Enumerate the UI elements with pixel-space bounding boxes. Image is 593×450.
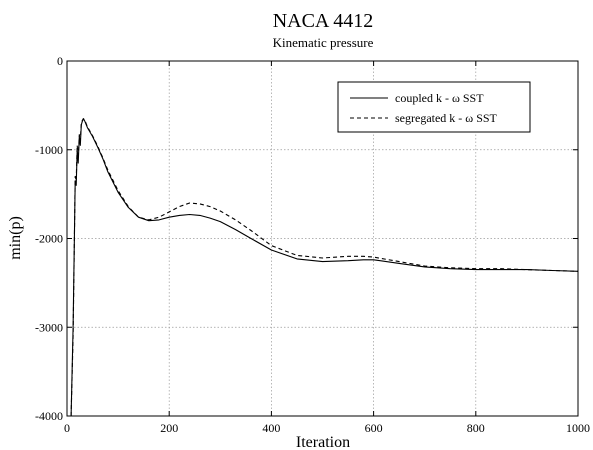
legend-box (337, 81, 531, 133)
x-tick-label: 200 (160, 421, 178, 435)
legend: coupled k - ω SST segregated k - ω SST (337, 81, 531, 133)
chart-title: NACA 4412 (273, 10, 374, 32)
y-axis-label: min(p) (7, 216, 24, 260)
legend-label: coupled k - ω SST (395, 91, 484, 105)
series-line-coupled (70, 118, 579, 417)
y-tick-label: -1000 (35, 143, 63, 157)
y-tick-label: -2000 (35, 232, 63, 246)
y-tick-label: -3000 (35, 320, 63, 334)
x-tick-label: 800 (467, 421, 485, 435)
x-tick-label: 600 (365, 421, 383, 435)
plot-frame (66, 60, 579, 417)
x-tick-label: 1000 (566, 421, 590, 435)
x-tick-label: 0 (64, 421, 70, 435)
y-tick-label: 0 (57, 54, 63, 68)
legend-label: segregated k - ω SST (395, 111, 498, 125)
chart-subtitle: Kinematic pressure (273, 35, 374, 50)
grid (67, 61, 578, 416)
series-line-segregated (70, 118, 579, 417)
tick-labels: 0 200 400 600 800 1000 -4000 -3000 -2000 -1000 0 (35, 54, 590, 435)
y-tick-label: -4000 (35, 409, 63, 423)
series-lines (70, 118, 579, 417)
x-tick-label: 400 (262, 421, 280, 435)
x-axis-label: Iteration (296, 434, 350, 450)
